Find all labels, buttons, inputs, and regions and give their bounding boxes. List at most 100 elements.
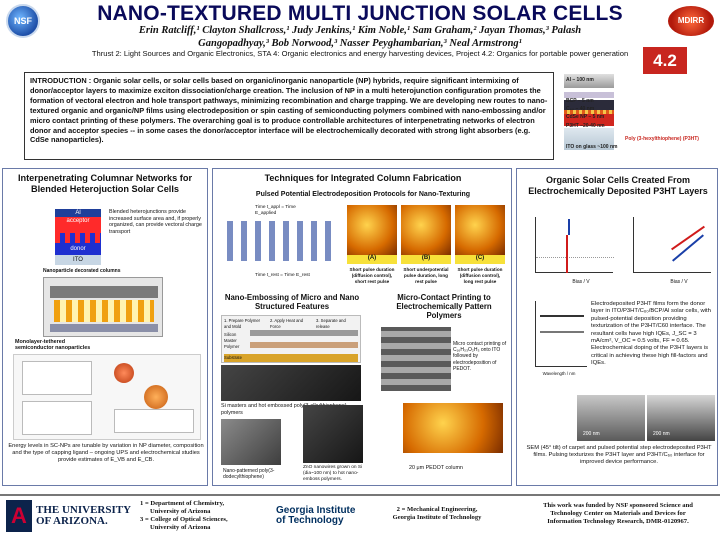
iqe-trace [540, 315, 584, 317]
sem-caption: SEM (45° tilt) of carpet and pulsed pote… [526, 445, 712, 466]
pulse-train [227, 221, 335, 261]
si-master-caption: Si masters and hot embossed poly(3-alkyl… [221, 403, 347, 416]
blend-description: Blended heterojunctions provide increase… [109, 209, 202, 235]
panel-label-b: (B) [401, 255, 451, 264]
stack-label: P3HT –20-40 nm [566, 123, 605, 129]
plot-axes [535, 301, 587, 367]
c60-layer [564, 100, 614, 110]
bottom-contact [50, 324, 158, 332]
funding-acknowledgement: This work was funded by NSF sponsored Sc… [543, 502, 693, 525]
georgia-tech-logo: Georgia Institute of Technology [276, 505, 356, 526]
author-list: Erin Ratcliff,¹ Clayton Shallcross,¹ Jud… [95, 24, 625, 50]
pulse-label: Time t_rest = Time E_rest [255, 273, 310, 278]
nanoparticle-icon [114, 363, 134, 383]
right-panel-title: Organic Solar Cells Created From Electro… [528, 175, 708, 196]
nanoparticle-icon [144, 385, 168, 409]
afm-image-c [455, 205, 505, 255]
afm-image-a [347, 205, 397, 255]
np-columns-label: Nanoparticle decorated columns [43, 268, 121, 274]
top-contact [50, 286, 158, 298]
jv-plot-log: Bias / V [619, 213, 715, 289]
pulsed-protocol-subtitle: Pulsed Potential Electrodeposition Proto… [255, 191, 471, 198]
thrust-line: Thrust 2: Light Sources and Organic Elec… [91, 49, 629, 58]
emboss-label: Substrate [224, 354, 358, 362]
energy-level-caption: Energy levels in SC-NPs are tunable by v… [8, 443, 204, 464]
panel-label-a: (A) [347, 255, 397, 264]
bcp-layer [564, 92, 614, 98]
sem-scale-bar: 200 nm [653, 431, 670, 437]
embossing-process-figure: 1. Prepare Polymer and Mold 2. Apply Hea… [221, 315, 361, 363]
dark-curve [568, 219, 570, 235]
emboss-step: 3. Separate and release [316, 318, 346, 329]
nanoparticle-chemistry-figure [13, 354, 201, 440]
nsf-logo: NSF [6, 4, 40, 38]
pedot-caption: 20 μm PEDOT column [409, 465, 463, 471]
sem-scale-bar: 200 nm [583, 431, 600, 437]
ligand-sketch [22, 361, 92, 395]
np-columns [54, 300, 154, 322]
ito-band: ITO [55, 255, 101, 265]
plot-axes [633, 217, 711, 273]
al-band: Al [55, 209, 101, 217]
panel-label-c: (C) [455, 255, 505, 264]
university-of-arizona-wordmark: THE UNIVERSITY OF ARIZONA. [36, 504, 132, 527]
monolayer-label: Monolayer-tethered semiconductor nanopar… [15, 339, 91, 351]
pedot-column-image [403, 403, 503, 453]
sem-image-carpet [577, 395, 645, 441]
acceptor-band: acceptor [55, 217, 101, 233]
author-line: Erin Ratcliff,¹ Clayton Shallcross,¹ Jud… [138, 25, 582, 36]
embossing-title: Nano-Embossing of Micro and Nano Structu… [224, 293, 360, 311]
stack-label: CdSe NP – 5 nm [566, 114, 605, 120]
stack-label: Al – 100 nm [566, 77, 594, 83]
cdse-layer [564, 110, 614, 114]
middle-panel-title: Techniques for Integrated Column Fabrica… [264, 173, 462, 183]
emboss-label: Polymer [224, 344, 240, 349]
mdirr-logo: MDIRR [668, 6, 714, 36]
nanopattern-image [221, 419, 281, 465]
afm-image-b [401, 205, 451, 255]
panel-caption-b: Short underpotential pulse duration, lon… [403, 267, 449, 284]
right-panel: Organic Solar Cells Created From Electro… [516, 168, 718, 486]
author-line: Gangopadhyay,³ Bob Norwood,³ Nasser Peyg… [198, 38, 522, 49]
zno-caption: ZnO nanowires grown on Si (dia~100 nm) t… [303, 465, 363, 482]
sem-image-pulsed [647, 395, 715, 441]
ito-layer [564, 128, 614, 150]
micro-contact-title: Micro-Contact Printing to Electrochemica… [396, 293, 492, 320]
si-master-image [221, 365, 361, 401]
p3ht-layer [564, 114, 614, 126]
zno-nanowire-image [303, 405, 363, 463]
stack-label: ITO on glass ~100 nm [566, 144, 618, 150]
iqe-trace [540, 331, 584, 333]
plot2-xlabel: Bias / V [670, 279, 688, 285]
pulse-waveform-figure: Time t_appl = Time E_applied Time t_rest… [221, 203, 341, 289]
emboss-step: 2. Apply Heat and Force [270, 318, 304, 329]
iqe-plot: Wavelength / nm [527, 299, 589, 379]
project-badge: 4.2 [643, 47, 687, 74]
nanopattern-caption: Nano-patterned poly(3-dodecylthiophene) [223, 468, 275, 480]
plot-axes [535, 217, 614, 273]
middle-panel: Techniques for Integrated Column Fabrica… [212, 168, 512, 486]
poster-title: NANO-TEXTURED MULTI JUNCTION SOLAR CELLS [97, 2, 623, 25]
ligand-sketch [22, 401, 92, 435]
emboss-label: Silicon Master [224, 332, 237, 343]
left-panel-title: Interpenetrating Columnar Networks for B… [17, 173, 193, 194]
afm-panels: (A) (B) (C) Short pulse duration (diffus… [347, 205, 507, 297]
zero-line [536, 257, 614, 258]
left-panel: Interpenetrating Columnar Networks for B… [2, 168, 208, 486]
polymer-bar [250, 342, 358, 348]
pulse-label: Time t_appl = Time E_applied [255, 205, 296, 216]
panel-caption-a: Short pulse duration (diffusion control)… [349, 267, 395, 284]
introduction-box: INTRODUCTION : Organic solar cells, or s… [24, 72, 554, 160]
panel-caption-c: Short pulse duration (diffusion control)… [457, 267, 503, 284]
energy-level-sketch [114, 409, 194, 433]
jv-plot-linear: Bias / V [521, 213, 617, 289]
polymer-label: Poly (3-hexylthiophene) (P3HT) [625, 136, 699, 142]
iqe-xlabel: Wavelength / nm [542, 371, 576, 376]
al-layer [564, 74, 614, 88]
micro-contact-caption: Micro contact printing of C₁₆H₃₃O₂H₃ ont… [453, 341, 507, 372]
light-curve [566, 235, 568, 273]
footer-divider [0, 494, 720, 496]
heterojunction-diagram: Al acceptor donor ITO [55, 209, 101, 267]
donor-band: donor [55, 243, 101, 255]
device-stack-figure: Al – 100 nm BCP – 5 nm C₆₀ – 40 nm CdSe … [562, 72, 707, 164]
